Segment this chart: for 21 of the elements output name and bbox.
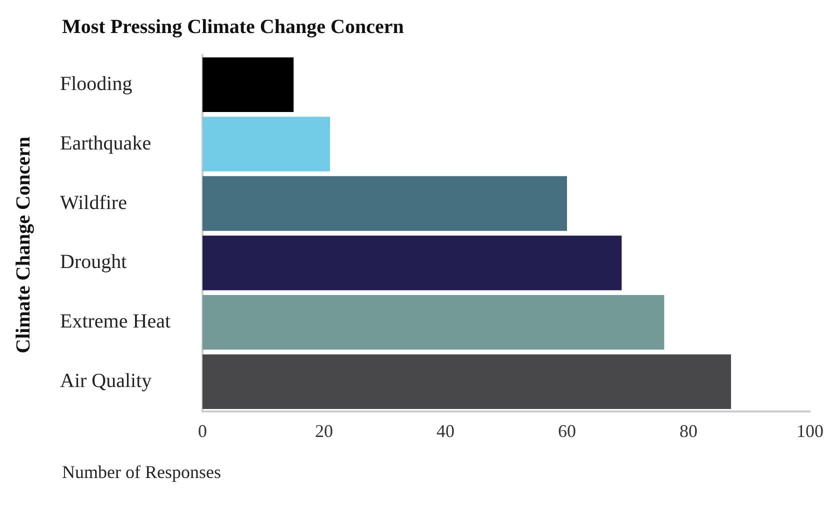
x-tick-label: 100 [796,420,824,441]
chart-title: Most Pressing Climate Change Concern [62,16,404,39]
y-tick-label: Drought [60,251,128,274]
y-axis-title: Climate Change Concern [12,136,36,354]
x-axis-title: Number of Responses [62,462,221,483]
bar [202,116,330,172]
x-tick-label: 0 [198,420,207,441]
bar [202,294,664,350]
y-tick-label: Wildfire [60,192,128,214]
bar [202,354,732,410]
x-tick-label: 40 [436,420,454,441]
bar [202,57,294,112]
y-tick-label: Flooding [60,72,132,95]
x-tick-label: 20 [315,420,333,441]
bar [202,236,622,290]
y-tick-label: Extreme Heat [60,310,171,333]
x-tick-label: 80 [680,420,698,441]
bar [202,176,567,231]
y-tick-label: Air Quality [60,370,152,392]
y-tick-label: Earthquake [60,132,152,154]
x-tick-label: 60 [558,420,576,441]
